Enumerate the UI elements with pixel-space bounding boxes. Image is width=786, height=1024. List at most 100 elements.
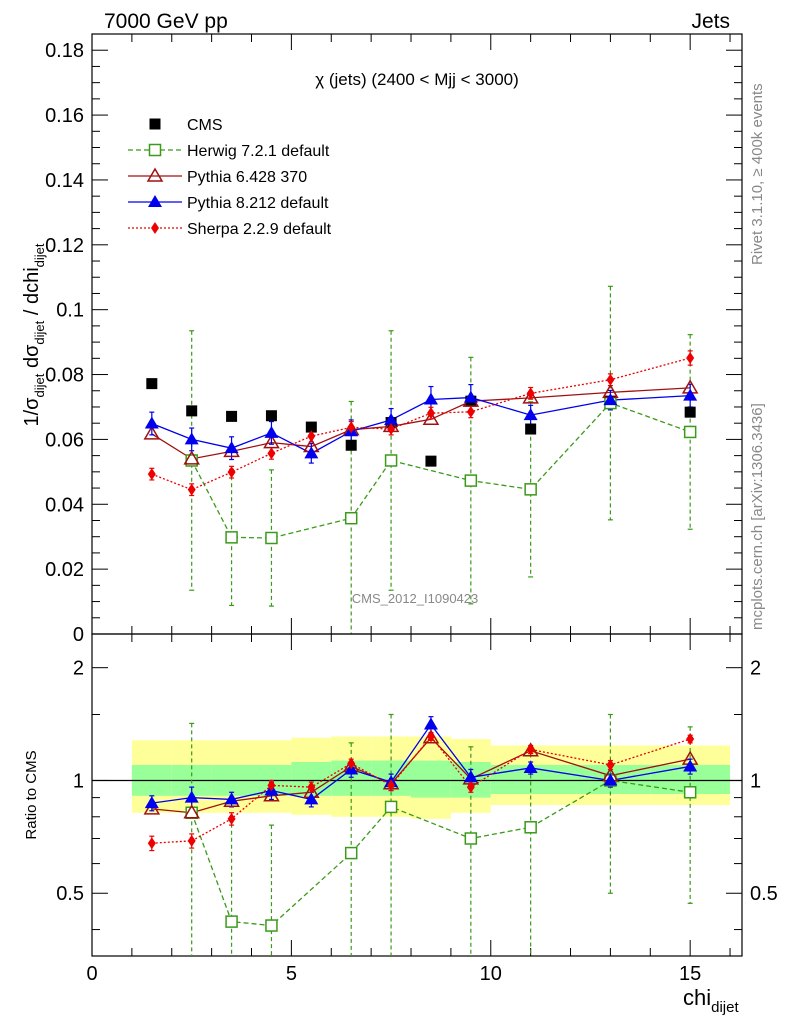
point-herwig-7-2-1-default-8: [464, 474, 478, 487]
point-sherpa-2-2-9-default-5: [347, 421, 356, 434]
y-tick-label: 0.08: [45, 365, 84, 387]
point-herwig-7-2-1-default-2: [225, 531, 238, 544]
point-sherpa-2-2-9-default-2: [227, 466, 236, 479]
ratio-point-sherpa-2-2-9-default-5: [347, 757, 356, 770]
ratio-point-herwig-7-2-1-default-9: [524, 821, 537, 834]
ratio-point-pythia-6-428-370-1: [183, 804, 200, 819]
point-pythia-6-428-370-0: [143, 425, 161, 440]
ratio-tick-label: 0.5: [56, 883, 84, 905]
ratio-line-sherpa-2-2-9-default: [151, 735, 691, 844]
ratio-point-sherpa-2-2-9-default-1: [187, 834, 196, 847]
ratio-point-pythia-8-212-default-11: [683, 759, 698, 772]
point-sherpa-2-2-9-default-3: [267, 447, 276, 460]
x-tick-label: 5: [286, 963, 297, 985]
y-axis-label: 1/σdijet dσdijet / dchidijet: [21, 243, 47, 426]
legend: CMS Herwig 7.2.1 default Pythia 6.428 370 P…: [128, 117, 332, 238]
point-pythia-8-212-default-8: [463, 390, 478, 403]
point-pythia-6-428-370-1: [183, 450, 200, 465]
legend-marker-pythia-6-428-370: [146, 167, 164, 182]
ratio-point-pythia-8-212-default-7: [423, 717, 438, 730]
point-pythia-8-212-default-2: [224, 441, 239, 454]
point-cms-3: [265, 410, 277, 422]
point-sherpa-2-2-9-default-1: [187, 483, 196, 496]
y-tick-label: 0.16: [45, 105, 84, 127]
legend-label-cms: CMS: [187, 117, 223, 134]
x-tick-label: 0: [86, 963, 97, 985]
header-energy: 7000 GeV pp: [104, 10, 228, 33]
point-pythia-8-212-default-4: [304, 446, 319, 459]
ratio-point-herwig-7-2-1-default-8: [464, 832, 478, 845]
point-pythia-8-212-default-1: [184, 432, 199, 445]
point-pythia-8-212-default-7: [423, 392, 438, 405]
ratio-point-sherpa-2-2-9-default-11: [686, 733, 695, 746]
band-inner-7: [411, 760, 451, 798]
y-tick-label: 0.18: [45, 40, 84, 62]
x-axis-label: chidijet: [683, 985, 739, 1016]
y-tick-label: 0: [73, 624, 84, 646]
ratio-tick-label-right: 0.5: [750, 883, 778, 905]
point-herwig-7-2-1-default-11: [683, 425, 697, 439]
point-sherpa-2-2-9-default-0: [147, 468, 156, 481]
ratio-point-pythia-8-212-default-0: [144, 796, 159, 809]
y-tick-label: 0.02: [45, 559, 84, 581]
ratio-point-sherpa-2-2-9-default-4: [307, 781, 316, 794]
ratio-point-pythia-8-212-default-1: [184, 790, 199, 803]
point-sherpa-2-2-9-default-11: [686, 352, 695, 364]
legend-label-pythia-8-212-default: Pythia 8.212 default: [187, 195, 329, 212]
ratio-point-sherpa-2-2-9-default-8: [466, 781, 475, 794]
header-process: Jets: [691, 10, 730, 33]
ratio-panel: 0.5 0.5 1 1 2 2 0 5 10 15: [56, 633, 778, 985]
line-herwig-7-2-1-default: [191, 402, 691, 539]
legend-label-herwig-7-2-1-default: Herwig 7.2.1 default: [187, 143, 330, 160]
line-sherpa-2-2-9-default: [151, 357, 691, 491]
mcplots-label: mcplots.cern.ch [arXiv:1306.3436]: [749, 403, 766, 630]
svg-text:1/σdijet dσdijet / dchidijet: 1/σdijet dσdijet / dchidijet: [21, 243, 47, 426]
ratio-point-herwig-7-2-1-default-3: [265, 919, 278, 932]
point-herwig-7-2-1-default-3: [265, 531, 278, 545]
point-cms-1: [186, 405, 198, 417]
point-sherpa-2-2-9-default-4: [307, 430, 316, 443]
point-herwig-7-2-1-default-5: [344, 511, 358, 525]
point-sherpa-2-2-9-default-8: [466, 405, 475, 418]
rivet-label: Rivet 3.1.10, ≥ 400k events: [749, 83, 766, 265]
ratio-point-sherpa-2-2-9-default-9: [526, 743, 535, 756]
ratio-point-herwig-7-2-1-default-6: [384, 800, 398, 814]
ratio-point-sherpa-2-2-9-default-3: [267, 779, 276, 792]
ratio-point-pythia-8-212-default-4: [304, 792, 319, 805]
ratio-point-herwig-7-2-1-default-2: [225, 915, 238, 928]
ratio-tick-label-right: 1: [750, 770, 761, 792]
point-pythia-8-212-default-9: [523, 408, 538, 421]
point-pythia-8-212-default-10: [603, 393, 618, 406]
ratio-frame: [91, 633, 743, 957]
ratio-tick-label: 1: [73, 770, 84, 792]
point-sherpa-2-2-9-default-10: [606, 373, 615, 386]
legend-marker-cms: [149, 118, 161, 130]
legend-marker-herwig-7-2-1-default: [148, 143, 162, 157]
ratio-point-pythia-8-212-default-2: [224, 792, 239, 805]
y-tick-label: 0.1: [56, 300, 84, 322]
point-cms-5: [345, 439, 357, 451]
legend-marker-pythia-8-212-default: [148, 195, 162, 207]
ratio-tick-label-right: 2: [750, 658, 761, 680]
ratio-point-sherpa-2-2-9-default-2: [227, 812, 236, 825]
main-axis-ticks: 0 0.02 0.04 0.06 0.08 0.1 0.12 0.14 0.16 0.18: [45, 34, 742, 646]
point-sherpa-2-2-9-default-7: [426, 407, 435, 420]
ratio-point-pythia-8-212-default-8: [463, 770, 478, 783]
point-pythia-8-212-default-3: [264, 425, 279, 438]
point-herwig-7-2-1-default-6: [384, 454, 398, 467]
point-sherpa-2-2-9-default-9: [526, 387, 535, 400]
ratio-line-pythia-8-212-default: [151, 723, 691, 804]
point-cms-0: [146, 378, 158, 390]
ratio-point-sherpa-2-2-9-default-7: [426, 730, 435, 743]
point-cms-2: [226, 410, 238, 422]
chart-title: χ (jets) (2400 < Mjj < 3000): [315, 70, 519, 89]
point-herwig-7-2-1-default-9: [524, 483, 537, 496]
point-cms-4: [305, 421, 317, 433]
ratio-y-label: Ratio to CMS: [23, 750, 40, 839]
main-markers: [143, 352, 699, 545]
main-error-bars: [149, 285, 693, 634]
line-pythia-8-212-default: [151, 394, 691, 455]
ratio-point-sherpa-2-2-9-default-0: [147, 837, 156, 850]
point-pythia-6-428-370-9: [522, 389, 539, 404]
